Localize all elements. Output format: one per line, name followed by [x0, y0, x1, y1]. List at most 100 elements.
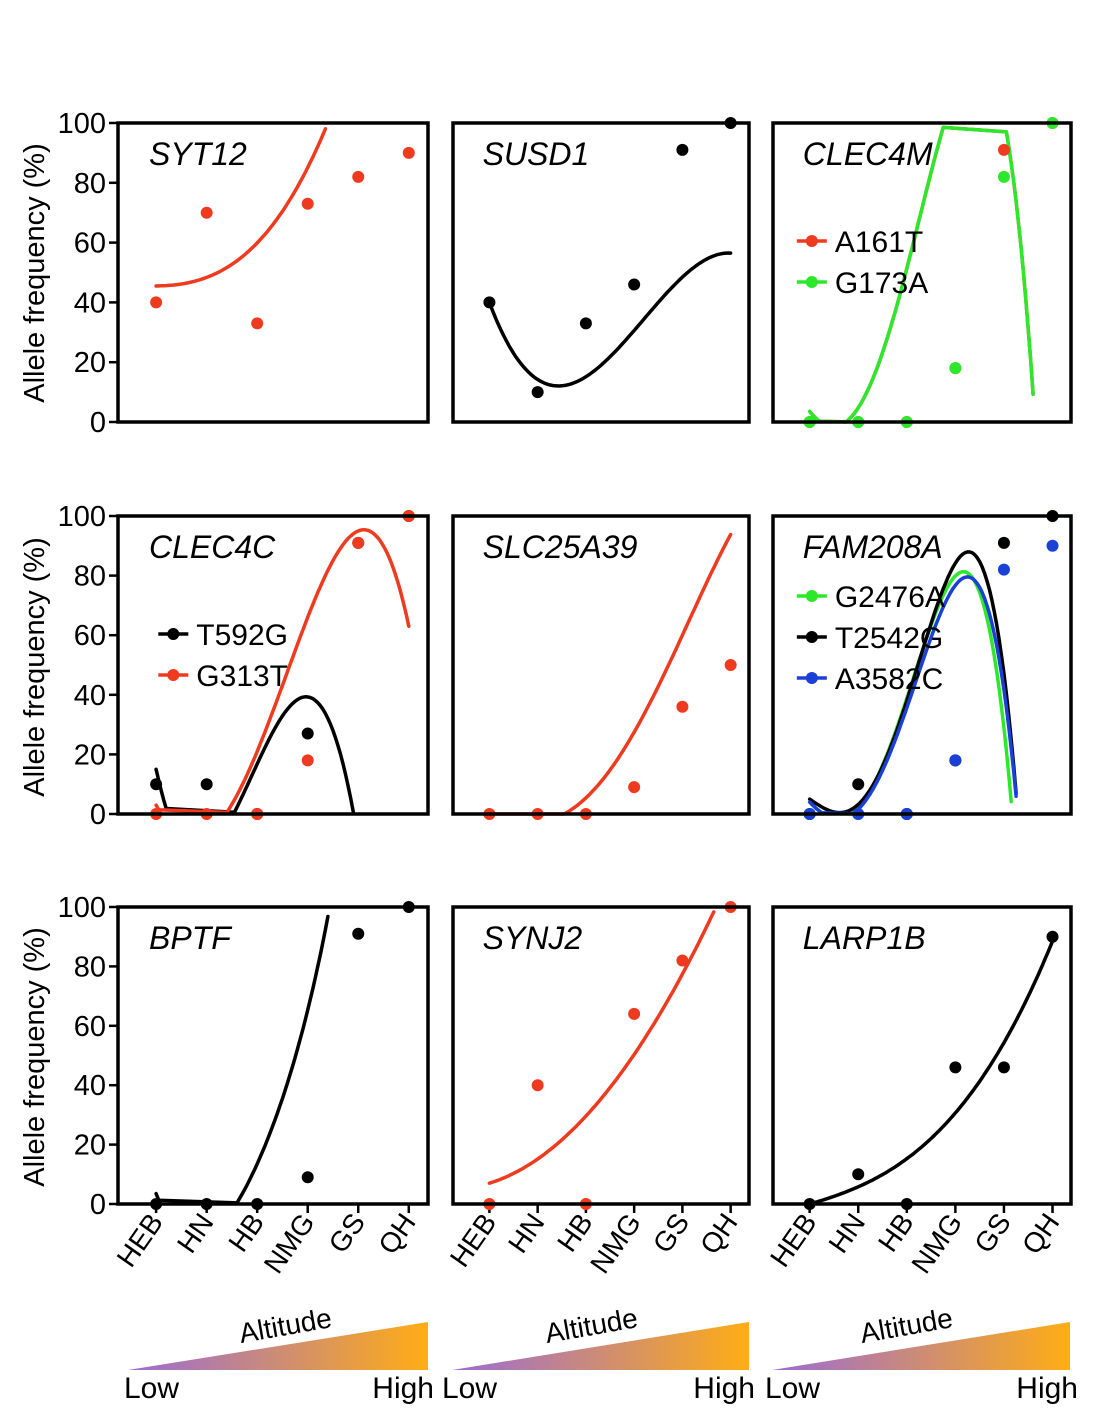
x-tick-label: GS	[323, 1208, 372, 1259]
y-tick-label: 60	[74, 620, 106, 652]
fit-curve-g173a	[807, 125, 1035, 424]
fit-curve	[487, 251, 733, 388]
fit-curve	[154, 127, 328, 288]
legend-label: T592G	[196, 619, 288, 652]
data-point	[628, 781, 641, 794]
altitude-gradient-wedge	[452, 1322, 749, 1370]
x-tick-label: HN	[502, 1208, 551, 1259]
data-point-g313t	[301, 754, 314, 767]
data-point	[251, 317, 264, 330]
panel-susd1: SUSD1	[451, 117, 751, 424]
data-point	[200, 206, 213, 219]
data-point-g313t	[352, 536, 365, 549]
legend-label: A3582C	[835, 663, 943, 696]
plot-frame	[116, 905, 430, 1206]
x-tick-label: NMG	[258, 1208, 321, 1279]
y-tick-label: 0	[90, 1189, 106, 1221]
x-tick-label: NMG	[905, 1208, 968, 1279]
high-label: High	[693, 1372, 755, 1405]
data-point-t592g	[200, 778, 213, 791]
x-tick-label: HEB	[444, 1208, 502, 1273]
y-tick-label: 0	[90, 407, 106, 439]
data-point	[676, 700, 689, 713]
y-tick-label: 0	[90, 799, 106, 831]
panel-clec4m: CLEC4M A161T G173A	[771, 117, 1073, 428]
panel-syt12: 0 20 40 60 80 100 SYT12	[58, 108, 430, 439]
legend-label: G2476A	[835, 581, 945, 614]
fit-curve	[807, 939, 1055, 1206]
data-point	[402, 146, 415, 159]
fit-curve	[154, 914, 330, 1205]
panel-clec4c: 0 20 40 60 80 100 CLEC4C T592G G313T	[58, 501, 430, 831]
y-tick-label: 40	[74, 287, 106, 319]
plot-frame	[116, 514, 430, 816]
data-point-a3582c	[997, 563, 1010, 576]
data-point	[997, 1061, 1010, 1074]
data-point-g173a	[997, 170, 1010, 183]
legend: G2476A T2542G A3582C	[796, 581, 945, 696]
plot-frame	[116, 121, 430, 424]
gene-title: SYT12	[149, 136, 247, 172]
legend-marker	[805, 276, 818, 288]
altitude-bar-col-1: Altitude Low High	[124, 1302, 434, 1405]
gene-title: FAM208A	[803, 529, 943, 565]
y-tick-label: 40	[74, 1070, 106, 1102]
data-point	[352, 927, 365, 940]
data-point	[1046, 930, 1059, 943]
gene-title: SUSD1	[483, 136, 590, 172]
data-point	[531, 1079, 544, 1092]
y-tick-label: 100	[58, 892, 106, 924]
data-point	[352, 170, 365, 183]
fit-curve	[487, 532, 733, 816]
legend-label: A161T	[835, 226, 923, 259]
legend-label: G173A	[835, 267, 928, 300]
low-label: Low	[765, 1372, 820, 1405]
y-tick-label: 80	[74, 168, 106, 200]
y-tick-label: 100	[58, 501, 106, 533]
data-point	[301, 1171, 314, 1184]
data-point-a161t	[997, 143, 1010, 156]
x-tick-label: HN	[171, 1208, 220, 1259]
legend-marker	[805, 631, 818, 643]
data-point	[531, 386, 544, 399]
y-tick-label: 100	[58, 108, 106, 140]
legend-marker	[167, 669, 180, 681]
y-tick-label: 60	[74, 228, 106, 260]
legend-label: G313T	[196, 660, 288, 693]
high-label: High	[372, 1372, 434, 1405]
high-label: High	[1016, 1372, 1078, 1405]
data-point	[852, 1168, 865, 1181]
altitude-gradient-wedge	[128, 1322, 428, 1370]
y-tick-label: 40	[74, 680, 106, 712]
gene-title: CLEC4M	[803, 136, 933, 172]
low-label: Low	[442, 1372, 497, 1405]
legend-marker	[805, 235, 818, 247]
x-tick-label: GS	[647, 1208, 696, 1259]
altitude-bar-col-2: Altitude Low High	[442, 1302, 755, 1405]
y-tick-label: 80	[74, 951, 106, 983]
fit-curve	[487, 910, 716, 1185]
data-point	[676, 143, 689, 156]
data-point	[949, 1061, 962, 1074]
data-point	[579, 317, 592, 330]
data-point	[483, 296, 496, 309]
y-tick-label: 20	[74, 1130, 106, 1162]
x-tick-label: HEB	[764, 1208, 822, 1273]
data-point-a3582c	[949, 754, 962, 767]
data-point-t2542g	[852, 778, 865, 791]
data-point-t592g	[150, 778, 163, 791]
legend: T592G G313T	[158, 619, 288, 693]
fit-curve-t592g	[154, 695, 355, 814]
gene-title: SLC25A39	[483, 529, 638, 565]
x-tick-label: GS	[968, 1208, 1017, 1259]
low-label: Low	[124, 1372, 179, 1405]
gene-title: LARP1B	[803, 920, 926, 956]
data-point-t592g	[301, 727, 314, 740]
data-point	[628, 278, 641, 291]
data-point	[676, 954, 689, 967]
x-tick-label: NMG	[584, 1208, 647, 1279]
data-point-a3582c	[1046, 539, 1059, 552]
